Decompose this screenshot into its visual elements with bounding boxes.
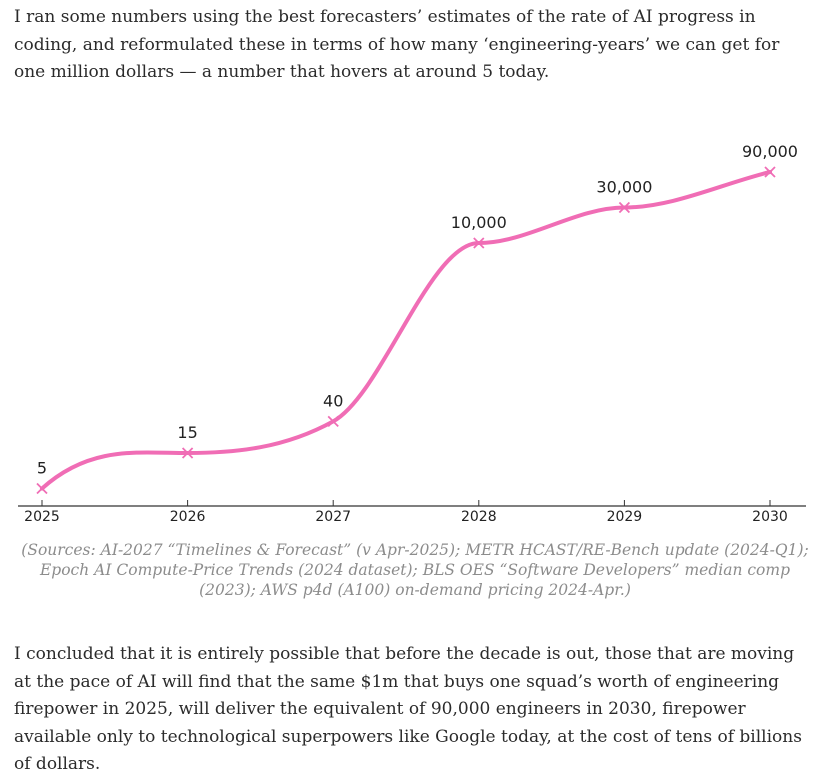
data-point-marker: [764, 166, 776, 178]
data-point-marker: [618, 201, 631, 214]
data-label: 30,000: [596, 177, 652, 196]
intro-paragraph: I ran some numbers using the best foreca…: [14, 7, 780, 82]
x-tick-label: 2027: [315, 509, 351, 525]
data-point-marker: [36, 482, 48, 495]
forecast-line-chart: 5 15 40 10,000 30,000 90,000 2025 2026 2027 2028…: [18, 142, 806, 525]
chart-sources-caption: (Sources: AI-2027 “Timelines & Forecast”…: [21, 541, 809, 599]
data-label: 90,000: [742, 142, 798, 161]
data-label: 5: [37, 459, 47, 478]
x-tick-label: 2025: [24, 509, 60, 525]
conclusion-paragraph: I concluded that it is entirely possible…: [14, 644, 802, 774]
x-tick-label: 2030: [752, 509, 788, 525]
x-tick-label: 2028: [461, 509, 497, 525]
data-label: 15: [177, 423, 197, 442]
data-label: 40: [323, 391, 343, 410]
x-tick-label: 2026: [170, 509, 206, 525]
data-point-marker: [473, 237, 485, 249]
data-point-marker: [181, 447, 194, 459]
data-point-marker: [327, 415, 339, 427]
data-label: 10,000: [451, 213, 507, 232]
x-tick-label: 2029: [607, 509, 643, 525]
series-line: [40, 170, 772, 491]
